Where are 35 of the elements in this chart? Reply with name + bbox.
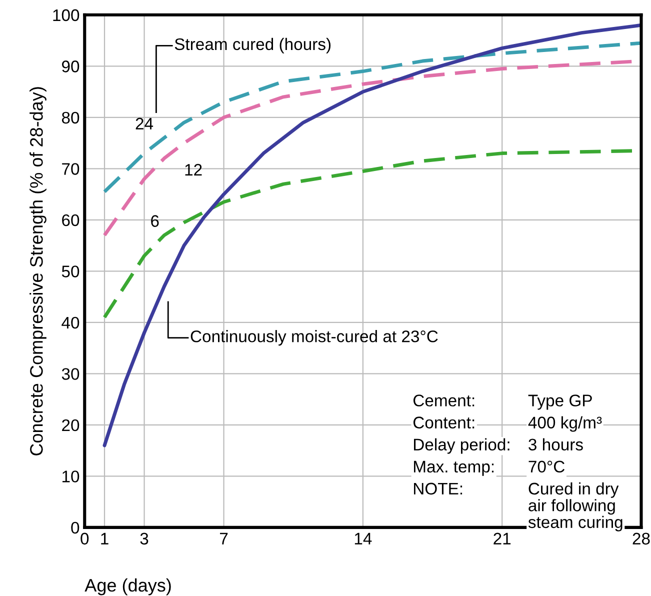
text: Continuously moist-cured at 23°C	[190, 330, 438, 346]
x-tick-label: 21	[494, 532, 511, 544]
annotation: Delay period:	[414, 438, 510, 454]
y-tick-label: 80	[62, 112, 80, 124]
y-tick-label: 40	[62, 316, 80, 329]
annotation: NOTE:	[414, 482, 462, 495]
annotation: Stream cured (hours)	[174, 38, 331, 54]
y-tick-label: 0	[71, 522, 80, 534]
x-tick-label: 3	[140, 532, 148, 545]
x-tick-label: 7	[220, 532, 228, 544]
y-tick-label: 70	[62, 163, 80, 175]
series-label: 6	[151, 215, 159, 227]
annotation: 400 kg/m³	[528, 416, 602, 432]
x-tick-label: 28	[632, 532, 650, 545]
x-tick-label: 14	[354, 532, 372, 544]
annotation: Cured in dry air following steam curing	[528, 482, 622, 532]
annotation: Cement:	[413, 394, 474, 406]
annotation: Max. temp:	[414, 460, 494, 476]
annotation: 3 hours	[528, 438, 583, 451]
x-tick-label: 0	[80, 532, 89, 545]
y-tick-label: 20	[62, 419, 80, 432]
x-tick-label: 1	[101, 532, 108, 544]
y-tick-label: 100	[53, 9, 80, 22]
y-tick-label: 30	[62, 368, 80, 380]
annotation: 70°C	[528, 460, 565, 473]
annotation: Type GP	[528, 394, 592, 410]
y-tick-label: 10	[62, 470, 80, 482]
x-axis-title: Age (days)	[84, 578, 171, 596]
series-label: 12	[185, 164, 202, 176]
y-axis-title: Concrete Compressive Strength (% of 28-day)	[30, 87, 46, 456]
y-tick-label: 50	[62, 266, 80, 278]
series-label: 24	[136, 118, 154, 130]
y-tick-label: 60	[62, 214, 80, 226]
annotation: Content:	[413, 416, 474, 428]
y-tick-label: 90	[62, 60, 80, 72]
